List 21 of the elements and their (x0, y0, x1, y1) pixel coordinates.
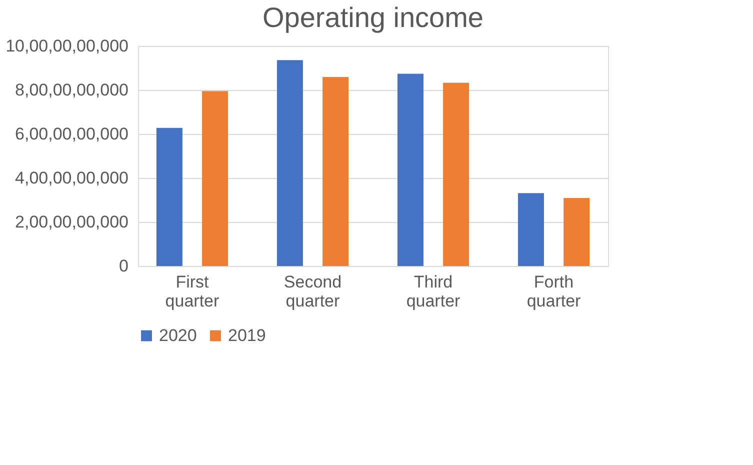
x-tick-label: Second quarter (284, 272, 342, 310)
y-tick-label: 2,00,00,00,000 (15, 212, 128, 232)
x-tick-label: Third quarter (406, 272, 461, 310)
bar (518, 193, 544, 266)
y-tick-label: 10,00,00,00,000 (6, 36, 128, 56)
bar (322, 77, 349, 266)
y-tick-label: 4,00,00,00,000 (15, 168, 128, 188)
x-tick-label: Forth quarter (526, 272, 582, 310)
chart-title: Operating income (262, 2, 484, 33)
x-tick-label: First quarter (165, 272, 220, 310)
bar (564, 198, 590, 266)
bar (156, 128, 182, 266)
bar (397, 74, 424, 266)
bar (276, 60, 303, 266)
bar (443, 82, 470, 266)
bar (202, 91, 228, 266)
legend-label: 2020 (159, 326, 197, 345)
y-tick-label: 0 (119, 256, 128, 276)
y-tick-label: 6,00,00,00,000 (15, 124, 128, 144)
y-tick-label: 8,00,00,00,000 (15, 80, 128, 100)
legend-label: 2019 (228, 326, 266, 345)
